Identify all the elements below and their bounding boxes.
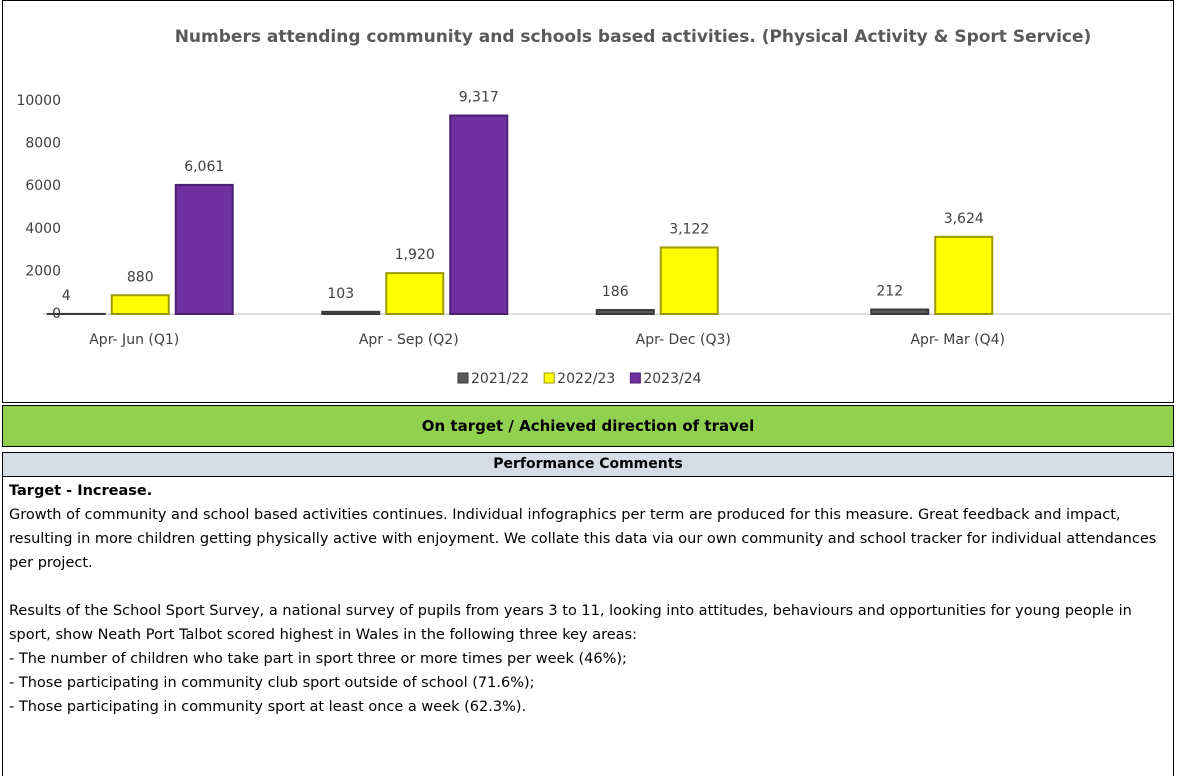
value-label: 9,317 <box>459 90 499 106</box>
y-tick-label: 4000 <box>25 221 61 237</box>
bar <box>110 294 170 316</box>
bar <box>174 183 234 315</box>
value-label: 6,061 <box>184 159 224 175</box>
bar <box>321 310 381 315</box>
comments-heading: Performance Comments <box>2 452 1174 477</box>
comments-body: Target - Increase. Growth of community a… <box>2 477 1174 776</box>
value-label: 880 <box>127 269 154 285</box>
bullet: - The number of children who take part i… <box>9 651 627 667</box>
y-tick-label: 8000 <box>25 136 61 152</box>
legend-label: 2021/22 <box>471 371 529 387</box>
bullet: - Those participating in community club … <box>9 675 535 691</box>
y-tick-label: 2000 <box>25 263 61 279</box>
bullet: - Those participating in community sport… <box>9 699 527 715</box>
status-banner: On target / Achieved direction of travel <box>2 405 1174 447</box>
legend-label: 2023/24 <box>643 371 701 387</box>
bar <box>659 246 719 315</box>
bar <box>870 308 930 316</box>
legend-swatch <box>543 372 555 384</box>
x-tick-label: Apr- Mar (Q4) <box>910 332 1005 348</box>
y-tick-label: 10000 <box>16 93 61 109</box>
value-label: 1,920 <box>395 247 435 263</box>
value-label: 103 <box>327 286 354 302</box>
y-tick-label: 6000 <box>25 178 61 194</box>
bar <box>934 235 994 316</box>
value-label: 3,122 <box>669 222 709 238</box>
value-label: 3,624 <box>944 211 984 227</box>
x-tick-label: Apr- Dec (Q3) <box>636 332 731 348</box>
legend-swatch <box>629 372 641 384</box>
x-tick-label: Apr- Jun (Q1) <box>89 332 179 348</box>
paragraph: Results of the School Sport Survey, a na… <box>9 603 1132 643</box>
bar <box>385 272 445 316</box>
target: Target - Increase. <box>9 483 153 499</box>
x-tick-label: Apr - Sep (Q2) <box>359 332 459 348</box>
bar <box>449 114 509 315</box>
legend-swatch <box>457 372 469 384</box>
legend-label: 2022/23 <box>557 371 615 387</box>
paragraph: Growth of community and school based act… <box>9 507 1157 571</box>
bar <box>595 309 655 316</box>
chart-box: Numbers attending community and schools … <box>2 0 1174 403</box>
value-label: 186 <box>602 284 629 300</box>
value-label: 212 <box>876 283 903 299</box>
value-label: 4 <box>62 288 71 304</box>
chart-title: Numbers attending community and schools … <box>174 27 1092 47</box>
